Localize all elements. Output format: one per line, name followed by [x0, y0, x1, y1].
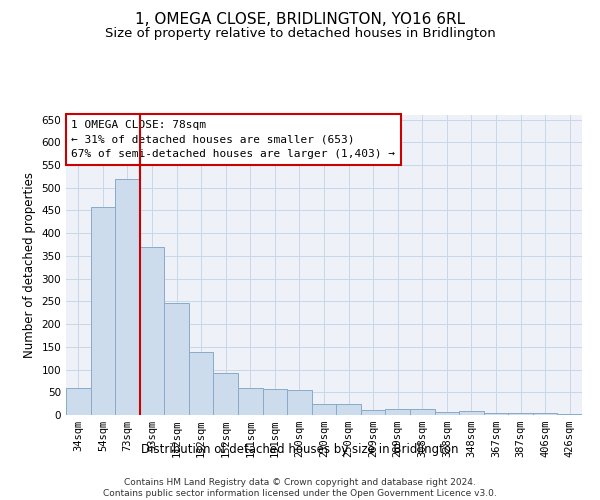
Bar: [385, 409, 410, 415]
Bar: [484, 412, 508, 415]
Bar: [66, 388, 91, 415]
Bar: [140, 247, 164, 415]
Bar: [434, 412, 459, 415]
Bar: [459, 412, 484, 415]
Bar: [189, 352, 214, 415]
Bar: [533, 413, 557, 415]
Bar: [164, 302, 189, 415]
Text: Size of property relative to detached houses in Bridlington: Size of property relative to detached ho…: [104, 28, 496, 40]
Bar: [312, 404, 336, 415]
Bar: [91, 208, 115, 415]
Text: Contains HM Land Registry data © Crown copyright and database right 2024.
Contai: Contains HM Land Registry data © Crown c…: [103, 478, 497, 498]
Bar: [361, 410, 385, 415]
Text: 1 OMEGA CLOSE: 78sqm
← 31% of detached houses are smaller (653)
67% of semi-deta: 1 OMEGA CLOSE: 78sqm ← 31% of detached h…: [71, 120, 395, 159]
Bar: [336, 404, 361, 415]
Bar: [410, 409, 434, 415]
Bar: [263, 389, 287, 415]
Bar: [287, 390, 312, 415]
Y-axis label: Number of detached properties: Number of detached properties: [23, 172, 36, 358]
Bar: [238, 388, 263, 415]
Bar: [508, 412, 533, 415]
Bar: [214, 372, 238, 415]
Bar: [557, 414, 582, 415]
Text: 1, OMEGA CLOSE, BRIDLINGTON, YO16 6RL: 1, OMEGA CLOSE, BRIDLINGTON, YO16 6RL: [135, 12, 465, 28]
Bar: [115, 178, 140, 415]
Text: Distribution of detached houses by size in Bridlington: Distribution of detached houses by size …: [141, 444, 459, 456]
